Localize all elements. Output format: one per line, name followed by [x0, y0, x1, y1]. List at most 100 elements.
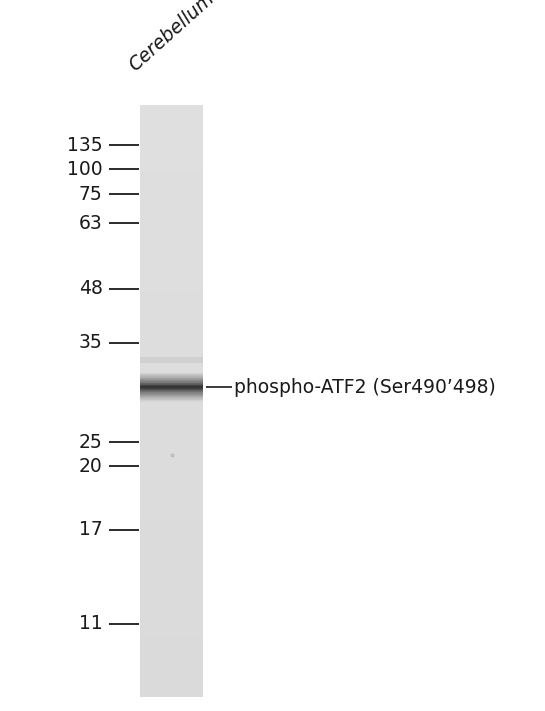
Bar: [141, 643, 203, 653]
Bar: [141, 390, 203, 391]
Bar: [141, 429, 203, 439]
Bar: [141, 400, 203, 402]
Bar: [141, 577, 203, 586]
Bar: [141, 397, 203, 398]
Bar: [141, 311, 203, 321]
Bar: [141, 384, 203, 385]
Bar: [141, 394, 203, 395]
Bar: [141, 548, 203, 557]
Bar: [141, 297, 203, 306]
Bar: [141, 341, 203, 350]
Bar: [141, 381, 203, 382]
Bar: [141, 651, 203, 660]
Bar: [141, 388, 203, 390]
Bar: [141, 326, 203, 336]
Bar: [141, 400, 203, 409]
Bar: [141, 127, 203, 137]
Bar: [141, 385, 203, 386]
Bar: [141, 459, 203, 468]
Bar: [141, 375, 203, 376]
Bar: [141, 422, 203, 431]
Bar: [141, 357, 203, 363]
Bar: [141, 400, 203, 401]
Text: 17: 17: [78, 520, 102, 539]
Bar: [141, 496, 203, 505]
Bar: [141, 171, 203, 181]
Bar: [141, 392, 203, 393]
Bar: [141, 382, 203, 383]
Bar: [141, 193, 203, 203]
Bar: [141, 562, 203, 572]
Bar: [141, 503, 203, 513]
Text: Cerebellum: Cerebellum: [125, 0, 218, 75]
Bar: [141, 555, 203, 564]
Bar: [141, 252, 203, 262]
Bar: [141, 378, 203, 379]
Bar: [141, 377, 203, 378]
Bar: [141, 319, 203, 328]
Bar: [141, 398, 203, 400]
Bar: [141, 289, 203, 299]
Bar: [141, 658, 203, 667]
Text: 48: 48: [78, 279, 102, 298]
Bar: [141, 673, 203, 682]
Bar: [141, 201, 203, 210]
Bar: [141, 489, 203, 498]
Bar: [141, 238, 203, 247]
Bar: [141, 390, 203, 392]
Bar: [141, 665, 203, 675]
Bar: [141, 385, 203, 395]
Bar: [141, 363, 203, 372]
Bar: [141, 392, 203, 394]
Bar: [141, 105, 203, 114]
Bar: [141, 380, 203, 381]
Bar: [141, 407, 203, 417]
Text: 25: 25: [78, 433, 102, 451]
Bar: [141, 142, 203, 151]
Bar: [141, 384, 203, 385]
Bar: [141, 629, 203, 638]
Bar: [141, 636, 203, 645]
Bar: [141, 157, 203, 166]
Bar: [141, 164, 203, 173]
Bar: [141, 373, 203, 374]
Bar: [141, 378, 203, 380]
Bar: [141, 135, 203, 144]
Bar: [141, 334, 203, 343]
Text: 20: 20: [78, 457, 102, 476]
Bar: [141, 444, 203, 454]
Bar: [141, 223, 203, 232]
Bar: [141, 395, 203, 396]
Bar: [141, 149, 203, 159]
Bar: [141, 540, 203, 549]
Bar: [141, 452, 203, 461]
Bar: [141, 208, 203, 218]
Bar: [141, 466, 203, 476]
Bar: [141, 680, 203, 690]
Bar: [141, 395, 203, 397]
Bar: [141, 606, 203, 616]
Bar: [141, 415, 203, 424]
Bar: [141, 304, 203, 313]
Bar: [141, 518, 203, 527]
Text: 135: 135: [67, 136, 102, 154]
Bar: [141, 374, 203, 375]
Bar: [141, 570, 203, 579]
Bar: [141, 267, 203, 277]
Bar: [141, 383, 203, 384]
Bar: [141, 374, 203, 375]
Text: 63: 63: [78, 214, 102, 232]
Bar: [141, 481, 203, 491]
Bar: [141, 391, 203, 392]
Bar: [141, 688, 203, 697]
Bar: [141, 179, 203, 188]
Bar: [141, 275, 203, 284]
Bar: [141, 393, 203, 402]
Bar: [141, 230, 203, 240]
Bar: [141, 120, 203, 129]
Bar: [141, 385, 203, 387]
Bar: [141, 216, 203, 225]
Bar: [141, 533, 203, 542]
Bar: [141, 525, 203, 535]
Text: 75: 75: [78, 185, 102, 203]
